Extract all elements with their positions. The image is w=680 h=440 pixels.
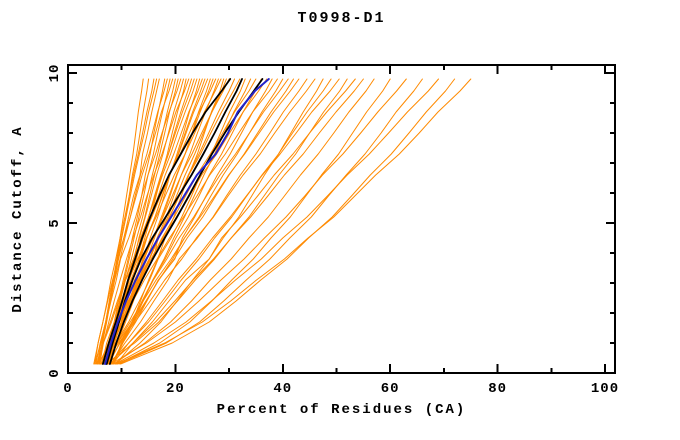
model-line	[97, 78, 182, 365]
model-line	[105, 78, 257, 365]
model-line	[94, 78, 174, 365]
model-line	[104, 78, 270, 365]
model-line	[116, 78, 391, 365]
model-line	[111, 78, 273, 365]
model-line	[115, 78, 356, 365]
model-line	[113, 78, 375, 365]
x-tick-label: 40	[273, 381, 292, 397]
tick-labels: 0 20 40 60 80 100 0 5 10	[47, 64, 619, 397]
model-line	[120, 78, 456, 365]
plot-frame-and-ticks	[67, 64, 616, 374]
model-line	[106, 78, 300, 365]
model-line	[114, 78, 324, 365]
x-tick-label: 0	[63, 381, 72, 397]
model-line	[115, 78, 472, 365]
model-line	[109, 78, 364, 365]
model-line	[102, 78, 246, 365]
model-line	[102, 78, 166, 365]
x-axis-title: Percent of Residues (CA)	[216, 402, 467, 418]
model-line	[97, 78, 217, 365]
series-highlighted-model-blue	[104, 78, 270, 365]
x-tick-label: 100	[591, 381, 619, 397]
chart-title: T0998-D1	[297, 10, 386, 27]
model-line	[107, 78, 284, 365]
y-tick-label: 0	[47, 368, 63, 377]
plot-frame	[67, 64, 616, 374]
model-line	[113, 78, 289, 365]
x-tick-label: 80	[488, 381, 507, 397]
model-line	[114, 78, 439, 365]
model-line	[110, 78, 308, 365]
model-line	[112, 78, 340, 365]
model-line	[99, 78, 190, 365]
x-tick-label: 60	[381, 381, 400, 397]
model-line	[96, 78, 198, 365]
model-line	[107, 78, 332, 365]
series-server-models-orange	[93, 78, 472, 365]
model-line	[102, 78, 316, 365]
model-line	[110, 78, 407, 365]
model-line	[118, 78, 423, 365]
y-tick-label: 10	[47, 64, 63, 83]
x-tick-label: 20	[166, 381, 185, 397]
model-line	[103, 78, 294, 365]
model-line	[105, 78, 348, 365]
y-tick-label: 5	[47, 218, 63, 227]
model-line	[102, 78, 232, 365]
